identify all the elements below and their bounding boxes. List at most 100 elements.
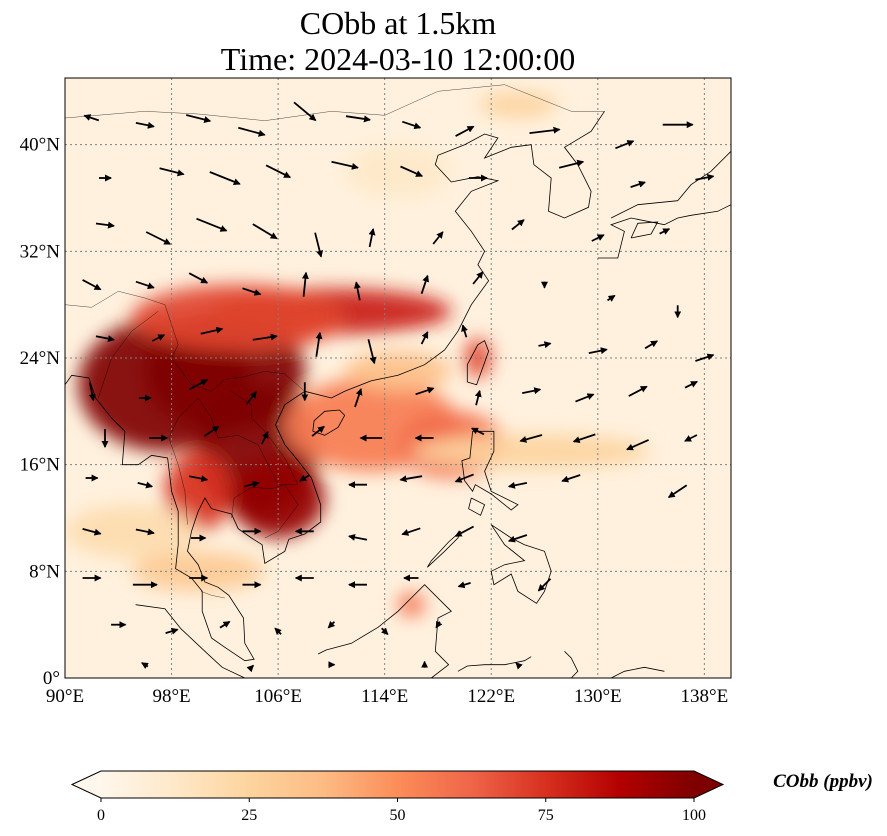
colorbar-tick-label: 0 [97, 807, 105, 824]
field-blob-14 [65, 504, 199, 558]
wind-arrow [588, 347, 608, 355]
wind-arrow [159, 167, 185, 177]
wind-arrow [537, 578, 552, 592]
wind-arrow [628, 385, 648, 397]
lon-tick-label: 98°E [152, 686, 190, 707]
colorbar-label: CObb (ppbv) [773, 771, 873, 792]
coastline-china-coast [304, 133, 532, 399]
coastline-borneo [317, 584, 452, 678]
map-title-line2: Time: 2024-03-10 12:00:00 [221, 41, 575, 77]
wind-arrow [238, 126, 266, 137]
wind-arrow [293, 101, 317, 121]
map-panel [64, 77, 732, 679]
wind-arrow [203, 425, 220, 437]
wind-arrow [401, 527, 421, 536]
coastline-korea [530, 111, 605, 219]
wind-arrow [200, 326, 224, 335]
wind-arrow [615, 140, 635, 150]
wind-arrow [607, 294, 616, 302]
wind-arrow [301, 271, 309, 297]
wind-arrow [415, 386, 435, 396]
coastline-japan-kyushu-honshu [597, 204, 731, 259]
colorbar-tick-label: 75 [538, 807, 554, 824]
coastline-japan-north [610, 151, 731, 219]
coastline-hainan [312, 409, 346, 436]
country-borders [65, 84, 605, 599]
wind-arrow [151, 334, 166, 342]
wind-arrow [348, 533, 368, 541]
wind-arrow [274, 627, 282, 636]
wind-arrow [558, 159, 585, 169]
wind-arrow [474, 389, 482, 406]
wind-arrow [471, 427, 485, 436]
wind-arrow [457, 581, 471, 589]
wind-arrow [327, 620, 336, 629]
lon-tick-label: 106°E [254, 686, 302, 707]
wind-arrow [165, 627, 179, 635]
wind-arrow [399, 475, 423, 483]
wind-arrow [472, 271, 484, 285]
wind-arrow [454, 473, 474, 483]
border-china-southern [65, 291, 305, 392]
wind-arrow [219, 620, 231, 629]
map-frame [64, 77, 732, 679]
co-concentration-field [65, 91, 652, 617]
wind-arrow [252, 333, 278, 341]
wind-arrow [572, 433, 596, 444]
wind-arrow [209, 171, 241, 186]
wind-arrow [522, 387, 542, 395]
wind-arrow [252, 223, 278, 240]
wind-arrow [420, 274, 430, 294]
wind-arrow [695, 173, 715, 181]
lat-tick-label: 40°N [20, 135, 61, 156]
coastline-mindoro [468, 497, 486, 516]
wind-arrow [454, 525, 475, 537]
lat-tick-label: 8°N [29, 561, 60, 582]
coastline-taiwan [466, 340, 490, 386]
wind-arrow [82, 528, 102, 536]
wind-arrow [455, 125, 475, 137]
wind-arrow [515, 662, 523, 670]
wind-arrow [630, 180, 646, 188]
wind-arrow [507, 534, 528, 543]
lon-tick-label: 90°E [46, 686, 84, 707]
wind-arrow [695, 353, 715, 362]
field-blob-12 [398, 592, 425, 617]
wind-arrow [435, 620, 443, 629]
coastline-japan-shikoku [630, 221, 659, 239]
border-cambodia [231, 484, 299, 539]
field-blobs [65, 91, 652, 617]
wind-arrow [311, 425, 325, 437]
wind-arrow [137, 481, 154, 489]
wind-arrow [368, 228, 376, 248]
wind-arrow [367, 339, 377, 365]
wind-arrow [95, 221, 115, 229]
field-blob-9 [464, 338, 492, 378]
coastline-visayas-mindanao [490, 524, 552, 604]
coastline-luzon [461, 430, 519, 511]
field-blob-13 [131, 551, 265, 592]
wind-arrow [667, 484, 688, 499]
wind-arrow [561, 474, 581, 483]
lon-tick-label: 138°E [681, 686, 729, 707]
colorbar-extend-max [694, 771, 723, 798]
colorbar: 0 25 50 75 100 CObb (ppbv) [70, 770, 873, 824]
colorbar-extend-min [72, 771, 101, 798]
wind-arrow [135, 280, 155, 290]
lat-tick-label: 32°N [20, 241, 61, 262]
wind-arrow [299, 474, 311, 482]
wind-arrow [141, 662, 149, 669]
wind-arrow [402, 120, 422, 130]
coastline-halmahera [564, 651, 579, 678]
wind-arrow [400, 165, 424, 177]
coastline-new-guinea [610, 666, 665, 678]
wind-arrow [519, 434, 543, 443]
colorbar-tick-label: 50 [390, 807, 406, 824]
coastline-sulawesi [457, 656, 532, 672]
wind-arrow [260, 431, 269, 445]
wind-arrow [82, 279, 102, 291]
wind-arrow [529, 126, 561, 134]
colorbar-ticks: 0 25 50 75 100 [97, 798, 706, 824]
map-title-line1: CObb at 1.5km [300, 5, 497, 41]
border-myanmar-thailand [168, 397, 199, 525]
